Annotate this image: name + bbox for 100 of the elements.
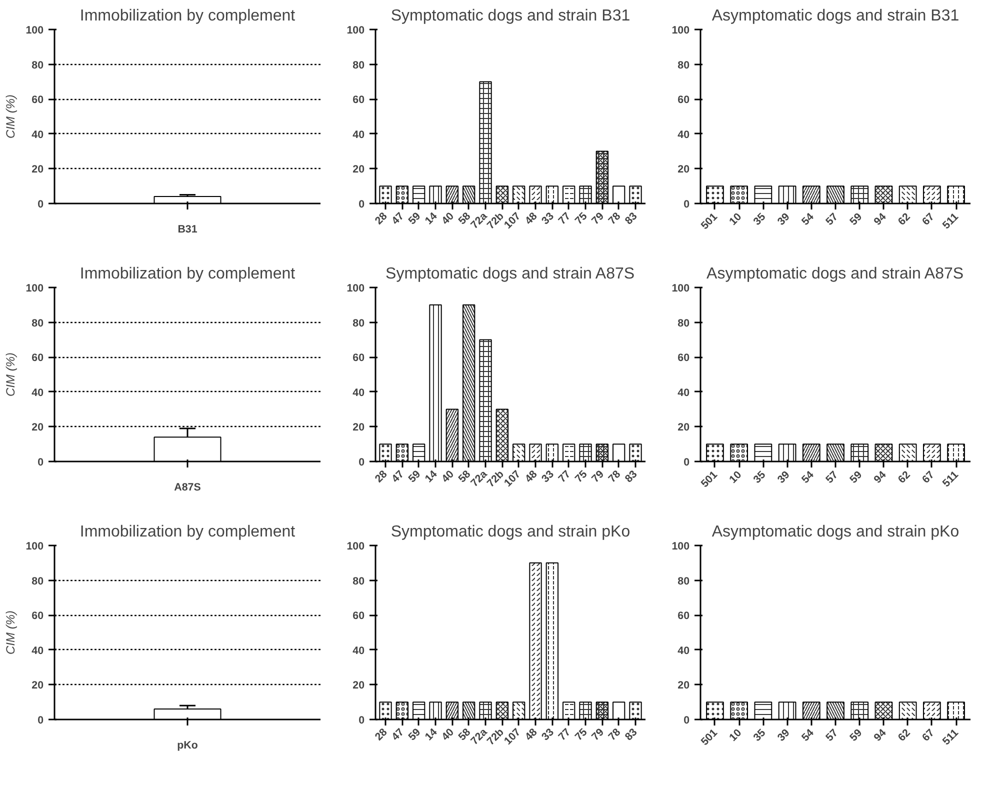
x-tick-label: 14 <box>422 210 440 228</box>
x-tick-label: 79 <box>590 726 606 744</box>
y-tick-label: 80 <box>352 317 365 330</box>
x-tick-label: 33 <box>540 726 556 744</box>
y-tick-label: 20 <box>678 422 690 434</box>
x-tick-label: 10 <box>727 726 744 744</box>
y-tick-label: 60 <box>32 94 44 106</box>
x-tick-label: 75 <box>572 726 590 744</box>
chart-title: Asymptomatic dogs and strain pKo <box>712 524 960 540</box>
y-tick-label: 80 <box>32 59 44 72</box>
chart-title: Immobilization by complement <box>80 8 296 24</box>
y-tick-label: 20 <box>678 164 690 176</box>
y-tick-label: 100 <box>672 24 690 36</box>
y-tick-label: 100 <box>346 282 365 294</box>
x-tick-label: 501 <box>698 210 720 232</box>
x-tick-label: 28 <box>372 726 390 744</box>
y-tick-label: 80 <box>352 575 365 588</box>
y-tick-label: 100 <box>346 24 365 36</box>
y-tick-label: 40 <box>32 386 44 399</box>
y-tick-label: 40 <box>678 128 690 141</box>
y-tick-label: 80 <box>352 59 365 72</box>
chart-title: Asymptomatic dogs and strain B31 <box>712 8 960 24</box>
y-tick-label: 60 <box>352 94 365 106</box>
y-tick-label: 0 <box>358 714 365 726</box>
x-tick-label: 83 <box>622 726 640 744</box>
y-tick-label: 40 <box>678 386 690 399</box>
y-tick-label: 60 <box>352 352 365 364</box>
x-tick-label: 67 <box>920 210 937 228</box>
x-tick-label: 78 <box>606 210 624 228</box>
x-tick-label: 39 <box>775 210 792 228</box>
x-tick-label: 40 <box>440 468 456 486</box>
x-tick-label: 10 <box>727 468 744 486</box>
x-tick-label: 59 <box>848 468 865 486</box>
y-tick-label: 0 <box>358 198 365 210</box>
x-tick-label: 94 <box>872 468 889 486</box>
x-tick-label: 67 <box>920 468 937 486</box>
chart-title: Immobilization by complement <box>80 266 296 282</box>
y-tick-label: 20 <box>32 164 44 176</box>
y-axis-title: CIM (%) <box>4 94 18 138</box>
y-tick-label: 0 <box>684 714 690 726</box>
x-tick-label: 47 <box>390 210 406 228</box>
y-axis-title: CIM (%) <box>4 610 18 654</box>
x-tick-label: 48 <box>522 468 540 486</box>
y-tick-label: 20 <box>32 422 44 434</box>
x-tick-label: 28 <box>372 210 390 228</box>
y-tick-label: 20 <box>352 422 365 434</box>
x-tick-label: 62 <box>896 210 913 228</box>
y-tick-label: 60 <box>32 352 44 364</box>
x-tick-label: 59 <box>406 210 424 228</box>
y-tick-label: 100 <box>672 540 690 552</box>
y-tick-label: 0 <box>38 714 44 726</box>
y-tick-label: 60 <box>32 610 44 622</box>
y-tick-label: 20 <box>32 680 44 692</box>
y-tick-label: 80 <box>678 59 690 72</box>
x-tick-label: 48 <box>522 726 540 744</box>
chart-title: Symptomatic dogs and strain pKo <box>390 524 630 540</box>
y-tick-label: 60 <box>678 94 690 106</box>
x-tick-label: 77 <box>556 468 574 486</box>
x-tick-label: 67 <box>920 726 937 744</box>
x-tick-label: 59 <box>848 210 865 228</box>
x-tick-label: 10 <box>727 210 744 228</box>
x-tick-label: 83 <box>622 468 640 486</box>
x-tick-label: 35 <box>751 210 768 228</box>
x-tick-label: 54 <box>799 210 816 228</box>
y-tick-label: 20 <box>678 680 690 692</box>
x-tick-label: 59 <box>406 468 424 486</box>
y-axis-title: CIM (%) <box>4 352 18 396</box>
y-tick-label: 0 <box>358 456 365 468</box>
chart-title: Symptomatic dogs and strain B31 <box>390 8 630 24</box>
y-tick-label: 60 <box>352 610 365 622</box>
x-tick-label: 47 <box>390 468 406 486</box>
y-tick-label: 20 <box>352 680 365 692</box>
x-tick-label: A87S <box>174 482 201 494</box>
chart-title: Symptomatic dogs and strain A87S <box>386 266 635 282</box>
x-tick-label: 28 <box>372 468 390 486</box>
x-tick-label: 107 <box>502 726 524 748</box>
x-tick-label: pKo <box>177 740 198 752</box>
y-tick-label: 40 <box>352 386 365 399</box>
x-tick-label: 94 <box>872 726 889 744</box>
y-tick-label: 60 <box>678 352 690 364</box>
x-tick-label: 511 <box>940 468 962 490</box>
x-tick-label: 501 <box>698 726 720 748</box>
x-tick-label: 75 <box>572 210 590 228</box>
x-tick-label: 511 <box>940 726 962 748</box>
chart-title: Immobilization by complement <box>80 524 296 540</box>
y-tick-label: 40 <box>32 644 44 657</box>
x-tick-label: 14 <box>422 468 440 486</box>
x-tick-label: 40 <box>440 726 456 744</box>
x-tick-label: 35 <box>751 726 768 744</box>
y-tick-label: 40 <box>352 644 365 657</box>
x-tick-label: 39 <box>775 468 792 486</box>
y-tick-label: 100 <box>26 540 44 552</box>
x-tick-label: 57 <box>824 210 840 228</box>
y-tick-label: 40 <box>32 128 44 141</box>
y-tick-label: 100 <box>672 282 690 294</box>
x-tick-label: 59 <box>848 726 865 744</box>
x-tick-label: 62 <box>896 726 913 744</box>
chart-title: Asymptomatic dogs and strain A87S <box>706 266 964 282</box>
x-tick-label: 39 <box>775 726 792 744</box>
x-tick-label: 78 <box>606 726 624 744</box>
